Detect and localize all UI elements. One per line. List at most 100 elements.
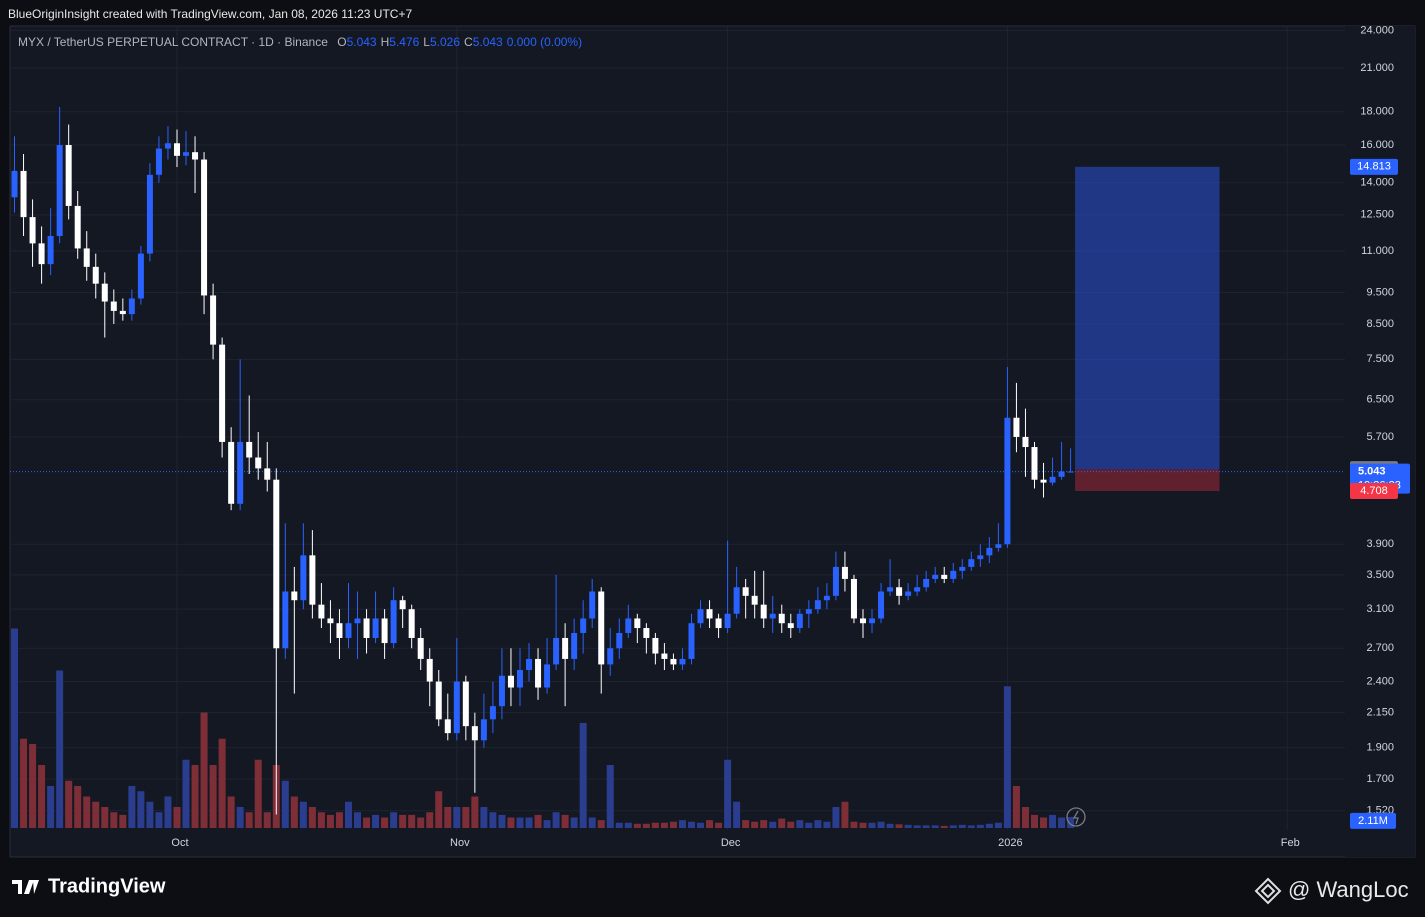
y-tick-label: 12.500 xyxy=(1360,209,1394,221)
candle-body xyxy=(607,648,614,665)
candle-body xyxy=(850,578,857,619)
volume-bar xyxy=(191,765,199,828)
volume-bar xyxy=(760,820,768,828)
volume-bar xyxy=(778,818,786,828)
volume-bar xyxy=(1049,814,1057,828)
volume-bar xyxy=(832,807,840,828)
volume-bar xyxy=(263,812,271,828)
stop-label-bg xyxy=(1350,483,1398,500)
candle-body xyxy=(896,587,903,596)
volume-bar xyxy=(236,807,244,828)
volume-bar xyxy=(697,822,705,828)
volume-bar xyxy=(841,801,849,828)
candle-body xyxy=(986,547,993,556)
volume-bar xyxy=(489,812,497,828)
candle-body xyxy=(778,613,785,624)
y-tick-label: 21.000 xyxy=(1360,62,1394,74)
volume-bar xyxy=(155,812,163,828)
candle-body xyxy=(869,618,876,624)
candle-body xyxy=(164,143,171,149)
volume-bar xyxy=(390,812,398,828)
candle-body xyxy=(291,591,298,601)
volume-bar xyxy=(642,823,650,828)
y-tick-label: 3.900 xyxy=(1366,538,1394,550)
candle-body xyxy=(634,618,641,629)
candle-body xyxy=(408,609,415,638)
candle-body xyxy=(823,595,830,601)
credit: BlueOriginInsight created with TradingVi… xyxy=(8,7,413,21)
ohlc-key: L xyxy=(423,35,430,49)
candle-body xyxy=(923,578,930,588)
volume-bar xyxy=(435,791,443,828)
volume-bar xyxy=(480,807,488,828)
candles xyxy=(11,107,1074,815)
candle-body xyxy=(336,623,343,638)
candle-body xyxy=(47,235,54,265)
candle-body xyxy=(399,600,406,610)
volume-bar xyxy=(985,823,993,828)
logo-mark xyxy=(12,880,39,894)
candle-body xyxy=(74,205,81,249)
volume-bar xyxy=(453,807,461,828)
volume-bar xyxy=(669,821,677,828)
volume-bar xyxy=(678,820,686,828)
volume-bar xyxy=(597,820,605,828)
volume-bar xyxy=(877,821,885,828)
volume-bar xyxy=(65,780,73,828)
volume-bar xyxy=(994,822,1002,828)
candle-body xyxy=(390,600,397,644)
candle-body xyxy=(264,468,271,480)
candle-body xyxy=(192,152,199,160)
volume-bar xyxy=(245,812,253,828)
volume-bar xyxy=(119,814,127,828)
candle-body xyxy=(444,719,451,734)
volume-bar xyxy=(886,823,894,828)
axis-labels: 24.000 21.000 18.000 16.000 14.000 12.500 11.0… xyxy=(171,24,1410,849)
replay-icon[interactable] xyxy=(1066,807,1086,827)
volume-bar xyxy=(904,824,912,828)
candle-body xyxy=(544,664,551,688)
candle-body xyxy=(932,574,939,579)
x-tick-label: 2026 xyxy=(998,837,1022,849)
volume-bar xyxy=(56,670,64,828)
candle-body xyxy=(968,559,975,567)
volume-bar xyxy=(742,820,750,828)
candle-body xyxy=(173,143,180,156)
y-tick-label: 11.000 xyxy=(1361,245,1394,257)
volume-bar xyxy=(706,820,714,828)
volume-bar xyxy=(516,817,524,828)
change: 0.000 (0.00%) xyxy=(506,35,583,49)
x-tick-label: Nov xyxy=(450,837,470,849)
volume-bar xyxy=(687,821,695,828)
candle-body xyxy=(598,591,605,665)
candle-body xyxy=(255,457,262,469)
volume-bar xyxy=(823,821,831,828)
candle-body xyxy=(1031,447,1038,480)
y-tick-label: 1.900 xyxy=(1366,742,1394,754)
candle-body xyxy=(535,658,542,688)
volume-bar xyxy=(931,825,939,828)
ohlc-value: 5.476 xyxy=(389,35,420,49)
volume-bar xyxy=(290,796,298,828)
volume-bar xyxy=(426,812,434,828)
candle-body xyxy=(805,609,812,614)
candle-body xyxy=(183,152,190,156)
volume-bar xyxy=(29,744,37,828)
volume-bar xyxy=(606,765,614,828)
volume-bar xyxy=(408,814,416,828)
ohlc-key: H xyxy=(380,35,390,49)
volume-bar xyxy=(534,814,542,828)
volume-bar xyxy=(317,812,325,828)
candle-body xyxy=(219,344,226,442)
candle-body xyxy=(201,159,208,296)
candle-body xyxy=(300,555,307,601)
candle-body xyxy=(905,591,912,596)
volume-bar xyxy=(335,812,343,828)
volume-bar xyxy=(814,820,822,828)
candle-body xyxy=(462,681,469,727)
replay-icon-bolt xyxy=(1072,810,1079,825)
volume-bar xyxy=(344,801,352,828)
candle-body xyxy=(625,618,632,633)
candle-body xyxy=(309,555,316,605)
candle-body xyxy=(273,479,280,649)
